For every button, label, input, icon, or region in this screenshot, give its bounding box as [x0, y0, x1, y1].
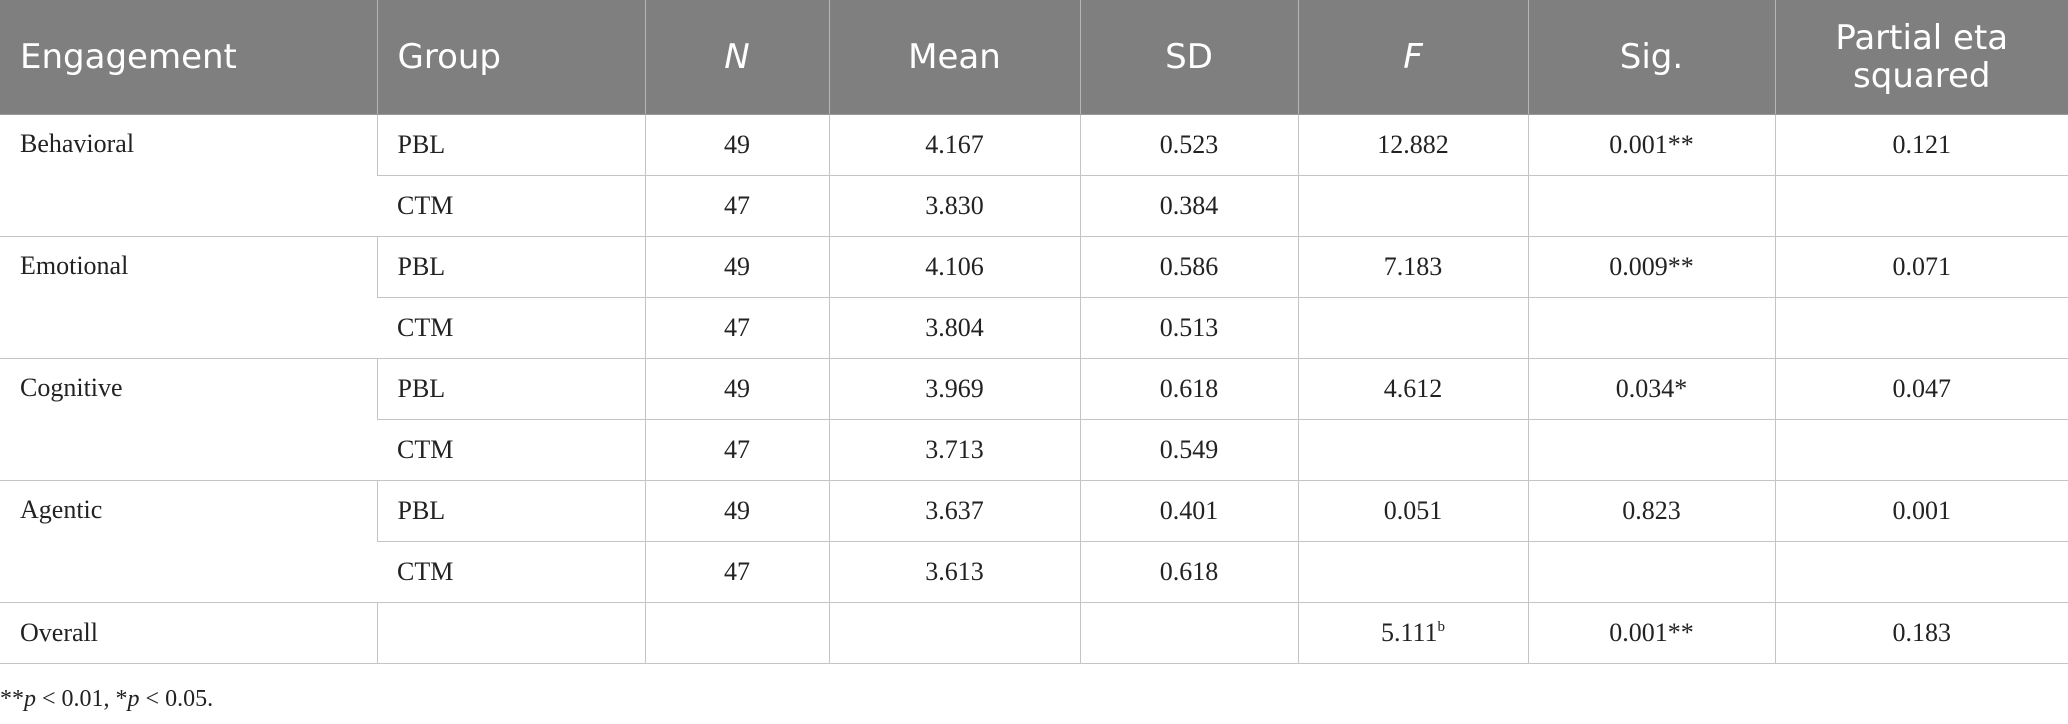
sd-cell: 0.618	[1079, 541, 1298, 603]
n-cell: 47	[644, 419, 829, 481]
eta-cell: 0.121	[1774, 114, 2068, 176]
eta-cell	[1774, 297, 2068, 359]
group-cell: PBL	[376, 114, 645, 176]
group-cell	[376, 602, 645, 664]
eta-cell	[1774, 419, 2068, 481]
sig-cell	[1527, 419, 1775, 481]
engagement-cell: Behavioral	[0, 114, 377, 237]
f-value: 5.111	[1380, 618, 1438, 647]
header-sd: SD	[1079, 0, 1298, 115]
header-n: N	[644, 0, 829, 115]
note-p-2: p	[127, 686, 140, 712]
table-row: CTM 47 3.804 0.513	[0, 297, 2068, 359]
f-cell: 7.183	[1297, 236, 1528, 298]
engagement-cell: Cognitive	[0, 358, 377, 481]
sd-cell: 0.401	[1079, 480, 1298, 542]
sd-cell	[1079, 602, 1298, 664]
note-text-2: < 0.05.	[139, 686, 214, 712]
group-cell: CTM	[377, 175, 645, 237]
sig-cell	[1527, 541, 1775, 603]
group-cell: CTM	[377, 297, 645, 359]
table-row: CTM 47 3.713 0.549	[0, 419, 2068, 481]
eta-cell: 0.071	[1774, 236, 2068, 298]
table-row-overall: Overall 5.111b 0.001** 0.183	[0, 602, 2068, 664]
table-row: Cognitive PBL 49 3.969 0.618 4.612 0.034…	[0, 358, 2068, 481]
n-cell: 49	[644, 236, 829, 298]
table-row: Emotional PBL 49 4.106 0.586 7.183 0.009…	[0, 236, 2068, 359]
header-mean: Mean	[828, 0, 1080, 115]
mean-cell: 3.804	[828, 297, 1080, 359]
sig-cell: 0.001**	[1527, 114, 1775, 176]
results-table-container: Engagement Group N Mean SD F Sig. Partia…	[0, 0, 2068, 664]
sd-cell: 0.586	[1079, 236, 1298, 298]
mean-cell: 3.830	[828, 175, 1080, 237]
table-row: Behavioral PBL 49 4.167 0.523 12.882 0.0…	[0, 114, 2068, 237]
n-cell: 49	[644, 480, 829, 542]
anova-results-table: Engagement Group N Mean SD F Sig. Partia…	[0, 0, 2068, 664]
sd-cell: 0.513	[1079, 297, 1298, 359]
note-stars-2: *	[115, 686, 128, 712]
mean-cell: 3.637	[828, 480, 1080, 542]
engagement-cell: Emotional	[0, 236, 377, 359]
f-cell	[1297, 541, 1528, 603]
sig-cell: 0.009**	[1527, 236, 1775, 298]
sig-cell: 0.823	[1527, 480, 1775, 542]
mean-cell	[828, 602, 1080, 664]
n-cell: 49	[644, 358, 829, 420]
header-f: F	[1297, 0, 1528, 115]
n-cell: 47	[644, 297, 829, 359]
eta-cell	[1774, 175, 2068, 237]
eta-cell	[1774, 541, 2068, 603]
mean-cell: 4.106	[828, 236, 1080, 298]
header-partial-eta-squared: Partial eta squared	[1774, 0, 2068, 115]
mean-cell: 3.613	[828, 541, 1080, 603]
f-cell: 4.612	[1297, 358, 1528, 420]
group-cell: PBL	[376, 358, 645, 420]
sd-cell: 0.384	[1079, 175, 1298, 237]
note-p-1: p	[24, 686, 36, 712]
note-text-1: < 0.01,	[36, 686, 116, 712]
table-row: CTM 47 3.613 0.618	[0, 541, 2068, 603]
note-stars-1: **	[0, 686, 24, 712]
n-cell: 49	[644, 114, 829, 176]
n-cell: 47	[644, 541, 829, 603]
header-engagement: Engagement	[0, 0, 377, 115]
header-sig: Sig.	[1527, 0, 1775, 115]
eta-cell: 0.001	[1774, 480, 2068, 542]
footnote-marker: b	[1437, 619, 1446, 635]
mean-cell: 3.713	[828, 419, 1080, 481]
table-footnote: **p < 0.01, *p < 0.05.	[0, 686, 213, 713]
sd-cell: 0.618	[1079, 358, 1298, 420]
sd-cell: 0.523	[1079, 114, 1298, 176]
header-group: Group	[376, 0, 645, 115]
engagement-cell: Overall	[0, 602, 377, 664]
n-cell	[644, 602, 829, 664]
group-cell: PBL	[376, 480, 645, 542]
mean-cell: 3.969	[828, 358, 1080, 420]
eta-cell: 0.047	[1774, 358, 2068, 420]
engagement-cell: Agentic	[0, 480, 377, 603]
sig-cell: 0.001**	[1527, 602, 1775, 664]
n-cell: 47	[644, 175, 829, 237]
sig-cell: 0.034*	[1527, 358, 1775, 420]
group-cell: CTM	[377, 419, 645, 481]
f-cell	[1297, 297, 1528, 359]
f-cell	[1297, 419, 1528, 481]
f-cell: 12.882	[1297, 114, 1528, 176]
sig-cell	[1527, 175, 1775, 237]
f-cell: 5.111b	[1297, 602, 1528, 664]
f-cell: 0.051	[1297, 480, 1528, 542]
sig-cell	[1527, 297, 1775, 359]
f-cell	[1297, 175, 1528, 237]
header-row: Engagement Group N Mean SD F Sig. Partia…	[0, 0, 2068, 115]
table-row: Agentic PBL 49 3.637 0.401 0.051 0.823 0…	[0, 480, 2068, 603]
group-cell: PBL	[376, 236, 645, 298]
group-cell: CTM	[377, 541, 645, 603]
table-row: CTM 47 3.830 0.384	[0, 175, 2068, 237]
eta-cell: 0.183	[1774, 602, 2068, 664]
sd-cell: 0.549	[1079, 419, 1298, 481]
mean-cell: 4.167	[828, 114, 1080, 176]
